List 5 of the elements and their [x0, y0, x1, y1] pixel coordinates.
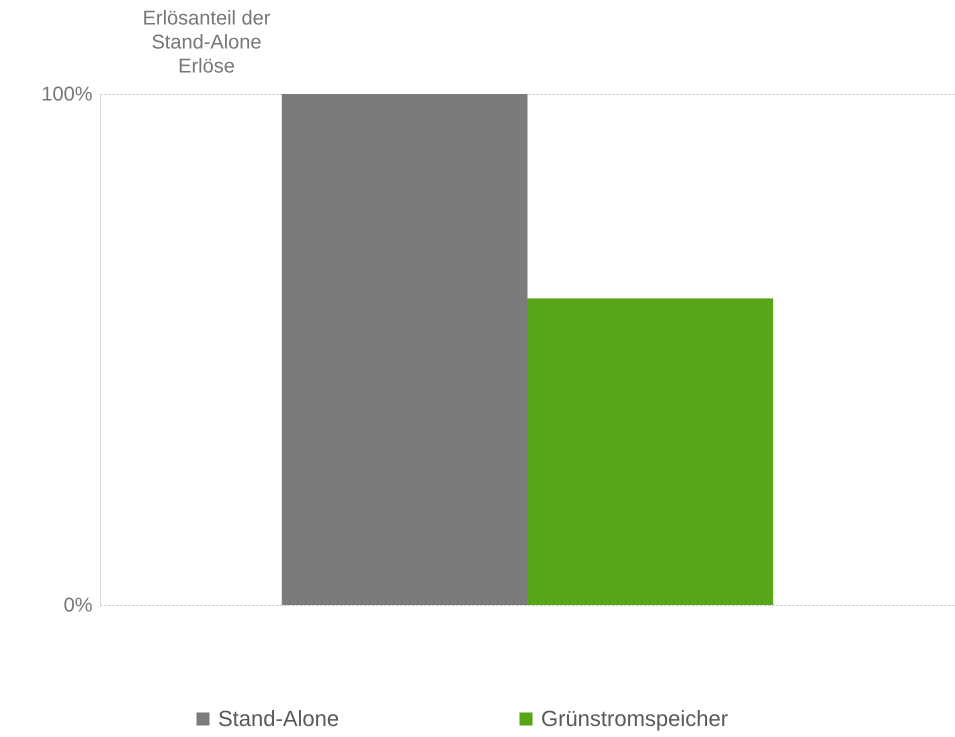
y-axis-title: Erlösanteil der Stand-Alone Erlöse [142, 8, 271, 78]
legend-label: Stand-Alone [218, 706, 340, 731]
legend-label: Grünstromspeicher [541, 706, 728, 731]
y-tick-label: 100% [41, 84, 93, 106]
y-tick-label: 0% [64, 594, 93, 616]
